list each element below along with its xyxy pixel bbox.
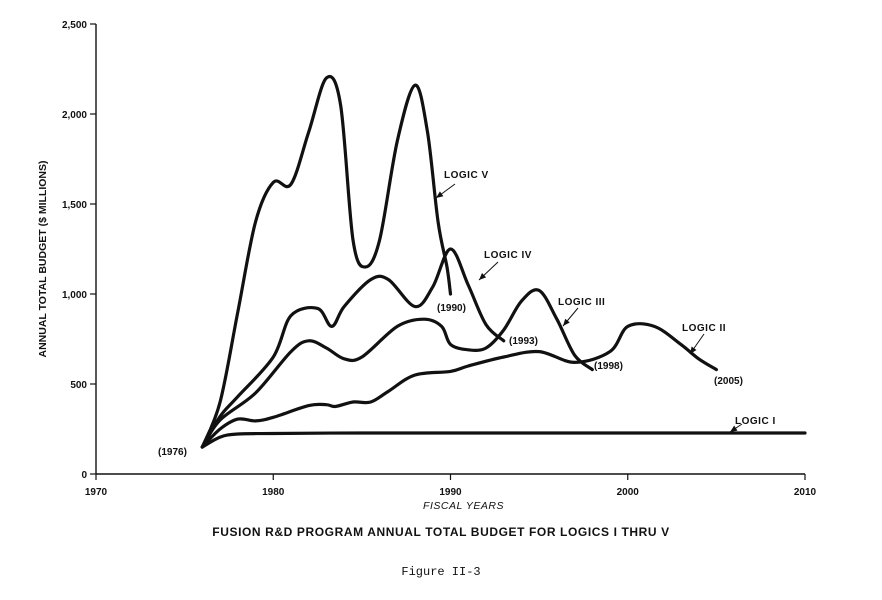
series-label-logic-i: LOGIC I (735, 416, 776, 427)
series-labels: LOGIC I LOGIC II LOGIC III LOGIC IV LOGIC V (… (158, 170, 776, 458)
series-label-logic-ii: LOGIC II (682, 323, 726, 334)
y-tick-label-1000: 1,000 (62, 290, 87, 301)
x-tick-label-2010: 2010 (794, 487, 817, 498)
y-tick-label-2500: 2,500 (62, 20, 87, 31)
fusion-budget-chart: 1970 1980 1990 2000 2010 0 500 1,000 1,500 2,000 2… (37, 20, 817, 512)
series-line-logic-v (200, 74, 453, 449)
x-tick-label-1970: 1970 (85, 487, 108, 498)
series-label-logic-iii: LOGIC III (558, 297, 605, 308)
end-year-annotation: (1976) (158, 447, 187, 458)
x-axis-title: FISCAL YEARS (423, 500, 504, 512)
series-arrow-logic-i (729, 423, 743, 433)
budget-curves (200, 74, 807, 449)
chart-title: FUSION R&D PROGRAM ANNUAL TOTAL BUDGET F… (212, 525, 670, 539)
series-line-logic-ii (200, 322, 718, 449)
end-year-annotation: (1993) (509, 336, 538, 347)
end-year-annotation: (1990) (437, 303, 466, 314)
series-line-logic-iv (200, 247, 506, 449)
series-line-logic-iii (200, 288, 594, 449)
series-arrow-logic-ii (689, 333, 705, 355)
x-tick-label-1980: 1980 (262, 487, 285, 498)
axis-ticks: 1970 1980 1990 2000 2010 0 500 1,000 1,500 2,000 2… (62, 20, 817, 498)
x-tick-label-1990: 1990 (439, 487, 462, 498)
end-year-annotation: (1998) (594, 361, 623, 372)
y-tick-label-500: 500 (70, 380, 87, 391)
series-arrow-logic-v (435, 183, 456, 199)
series-label-logic-v: LOGIC V (444, 170, 489, 181)
x-tick-label-2000: 2000 (617, 487, 640, 498)
figure-label: Figure II-3 (401, 565, 481, 579)
y-tick-label-1500: 1,500 (62, 200, 87, 211)
series-label-logic-iv: LOGIC IV (484, 250, 532, 261)
end-year-annotation: (2005) (714, 376, 743, 387)
y-tick-label-0: 0 (81, 470, 87, 481)
series-arrow-logic-iv (478, 261, 499, 281)
series-line-logic-i (200, 431, 807, 449)
y-tick-label-2000: 2,000 (62, 110, 87, 121)
series-arrow-logic-iii (562, 307, 579, 327)
y-axis-title: ANNUAL TOTAL BUDGET ($ MILLIONS) (37, 161, 49, 358)
